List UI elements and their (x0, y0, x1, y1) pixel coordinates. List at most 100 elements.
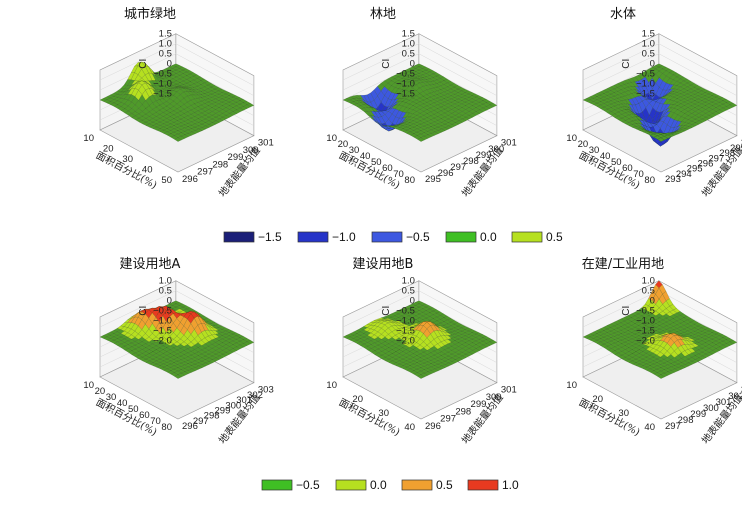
z-tick-label: 1.0 (402, 276, 415, 287)
z-tick-label: −1.5 (636, 326, 655, 337)
x-tick-label: 30 (378, 408, 389, 419)
panel-title: 城市绿地 (124, 6, 176, 22)
y-tick-label: 301 (501, 138, 517, 149)
z-tick-label: −1.5 (153, 326, 172, 337)
y-tick-label: 298 (678, 415, 694, 426)
y-tick-label: 298 (455, 406, 471, 417)
z-axis-label: CI (381, 59, 392, 69)
y-tick-label: 300 (243, 145, 259, 156)
surface-mesh (99, 61, 255, 142)
z-tick-label: 0 (650, 59, 655, 70)
z-tick-label: −1.0 (153, 316, 172, 327)
legend-swatch (223, 231, 255, 243)
x-tick-label: 30 (106, 392, 117, 403)
legend-swatch (467, 479, 499, 491)
surface-mesh (342, 63, 498, 142)
legend-label: 0.5 (546, 230, 563, 244)
z-tick-label: 1.0 (642, 276, 655, 287)
z-tick-label: −2.0 (396, 336, 415, 347)
x-tick-label: 20 (338, 139, 349, 150)
y-tick-label: 297 (708, 153, 724, 164)
surface-cell (174, 137, 182, 142)
legend-swatch (511, 231, 543, 243)
y-tick-label: 299 (471, 399, 487, 410)
y-tick-label: 303 (741, 385, 742, 396)
z-tick-label: −1.0 (636, 316, 655, 327)
y-tick-label: 298 (204, 411, 220, 422)
legend-swatch (261, 479, 293, 491)
y-tick-label: 297 (450, 162, 466, 173)
z-tick-label: 0 (167, 59, 172, 70)
z-axis-label: CI (138, 59, 149, 69)
surface-mesh (582, 280, 738, 379)
z-tick-label: −1.0 (153, 79, 172, 90)
gridline (99, 290, 255, 333)
gridline (99, 43, 255, 86)
x-tick-label: 10 (326, 133, 337, 144)
x-tick-label: 20 (578, 139, 589, 150)
z-tick-label: −2.0 (153, 336, 172, 347)
x-tick-label: 10 (83, 380, 94, 391)
y-tick-label: 296 (425, 421, 441, 432)
z-axis-label: CI (381, 306, 392, 316)
z-tick-label: 0.5 (159, 286, 172, 297)
panel-title: 建设用地B (353, 257, 414, 272)
y-tick-label: 300 (225, 400, 241, 411)
x-tick-label: 30 (589, 145, 600, 156)
gridline (582, 53, 738, 96)
x-tick-label: 50 (611, 157, 622, 168)
z-tick-label: 1.5 (642, 29, 655, 40)
surface-cell (417, 137, 425, 142)
legend-label: 1.0 (502, 478, 519, 492)
x-tick-label: 40 (644, 422, 655, 433)
x-tick-label: 20 (352, 394, 363, 405)
y-tick-label: 299 (730, 143, 742, 154)
x-tick-label: 30 (349, 145, 360, 156)
x-tick-label: 10 (326, 380, 337, 391)
z-tick-label: −1.5 (396, 89, 415, 100)
x-tick-label: 40 (142, 165, 153, 176)
x-tick-label: 30 (618, 408, 629, 419)
z-tick-label: 1.0 (642, 39, 655, 50)
x-tick-label: 40 (117, 398, 128, 409)
x-tick-label: 40 (404, 422, 415, 433)
z-tick-label: −1.0 (636, 79, 655, 90)
y-tick-label: 294 (676, 169, 692, 180)
y-tick-label: 300 (486, 392, 502, 403)
y-tick-label: 301 (258, 138, 274, 149)
y-tick-label: 295 (425, 174, 441, 185)
legend-swatch (401, 479, 433, 491)
x-tick-label: 40 (360, 151, 371, 162)
z-tick-label: 0.5 (159, 49, 172, 60)
legend-swatch (371, 231, 403, 243)
y-tick-label: 299 (215, 405, 231, 416)
surface-cell (417, 374, 425, 379)
y-tick-label: 300 (741, 138, 742, 149)
panel-title: 林地 (370, 7, 396, 22)
x-tick-label: 80 (644, 175, 655, 186)
surface-plot-5: 建设用地B1.00.50−0.5−1.0−1.5−2.0CI10203040面积… (326, 257, 516, 446)
gridline (342, 290, 498, 333)
surface-plot-3: 水体 1.51.00.50−0.5−1.0−1.5 CI 10203040506070… (566, 7, 742, 199)
surface-cell (657, 137, 665, 142)
legend-label: −0.5 (296, 478, 320, 492)
legend-label: −1.5 (258, 230, 282, 244)
y-tick-label: 298 (212, 159, 228, 170)
x-tick-label: 70 (150, 416, 161, 427)
z-tick-label: 0 (410, 59, 415, 70)
y-tick-label: 297 (197, 167, 213, 178)
x-tick-label: 10 (566, 133, 577, 144)
x-tick-label: 40 (600, 151, 611, 162)
surface-plot-2: 林地 1.51.00.50−0.5−1.0−1.5 CI 10203040506070… (326, 7, 516, 199)
y-tick-label: 302 (247, 390, 263, 401)
y-tick-label: 297 (193, 416, 209, 427)
surface-mesh (582, 63, 738, 147)
gridline (342, 53, 498, 96)
y-tick-label: 301 (501, 385, 517, 396)
x-tick-label: 60 (622, 163, 633, 174)
y-tick-label: 297 (440, 414, 456, 425)
legend-label: 0.5 (436, 478, 453, 492)
surface-cell (657, 374, 665, 379)
legend-label: −0.5 (406, 230, 430, 244)
